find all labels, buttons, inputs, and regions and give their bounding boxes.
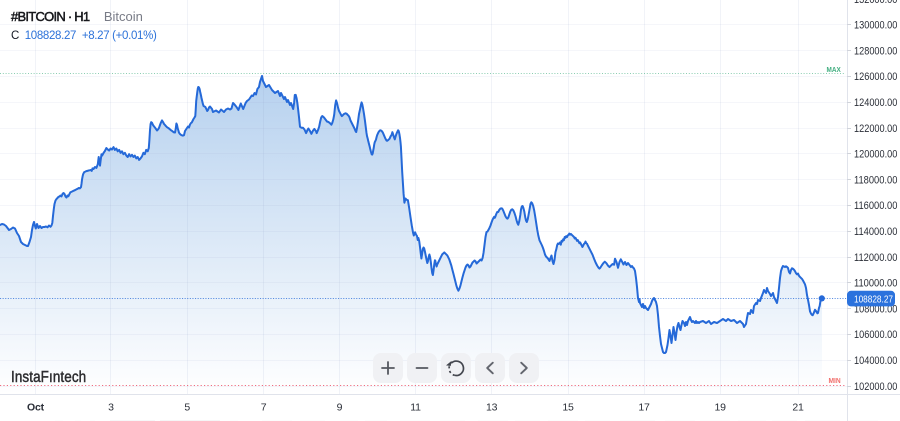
svg-text:MAX: MAX: [827, 65, 841, 74]
svg-text:13: 13: [486, 402, 498, 414]
svg-text:116000.00: 116000.00: [854, 200, 897, 212]
svg-text:5: 5: [184, 402, 190, 414]
svg-text:11: 11: [410, 402, 421, 414]
svg-text:126000.00: 126000.00: [854, 71, 897, 83]
svg-text:106000.00: 106000.00: [854, 329, 897, 341]
svg-text:3: 3: [108, 402, 114, 414]
svg-text:114000.00: 114000.00: [854, 226, 897, 238]
svg-text:Oct: Oct: [27, 402, 45, 414]
svg-text:7: 7: [261, 402, 267, 414]
svg-text:MIN: MIN: [829, 376, 841, 385]
svg-text:124000.00: 124000.00: [854, 97, 897, 109]
svg-text:110000.00: 110000.00: [854, 278, 897, 290]
svg-text:17: 17: [638, 402, 650, 414]
svg-text:118000.00: 118000.00: [854, 174, 897, 186]
svg-text:15: 15: [562, 402, 574, 414]
svg-text:132000.00: 132000.00: [854, 0, 897, 6]
svg-text:108828.27: 108828.27: [854, 294, 893, 305]
svg-text:128000.00: 128000.00: [854, 45, 897, 57]
svg-text:19: 19: [715, 402, 727, 414]
svg-text:104000.00: 104000.00: [854, 355, 897, 367]
svg-text:122000.00: 122000.00: [854, 123, 897, 135]
svg-text:120000.00: 120000.00: [854, 149, 897, 161]
svg-text:21: 21: [792, 402, 804, 414]
svg-text:9: 9: [337, 402, 343, 414]
svg-text:102000.00: 102000.00: [854, 381, 897, 393]
svg-text:112000.00: 112000.00: [854, 252, 897, 264]
svg-text:130000.00: 130000.00: [854, 20, 897, 32]
